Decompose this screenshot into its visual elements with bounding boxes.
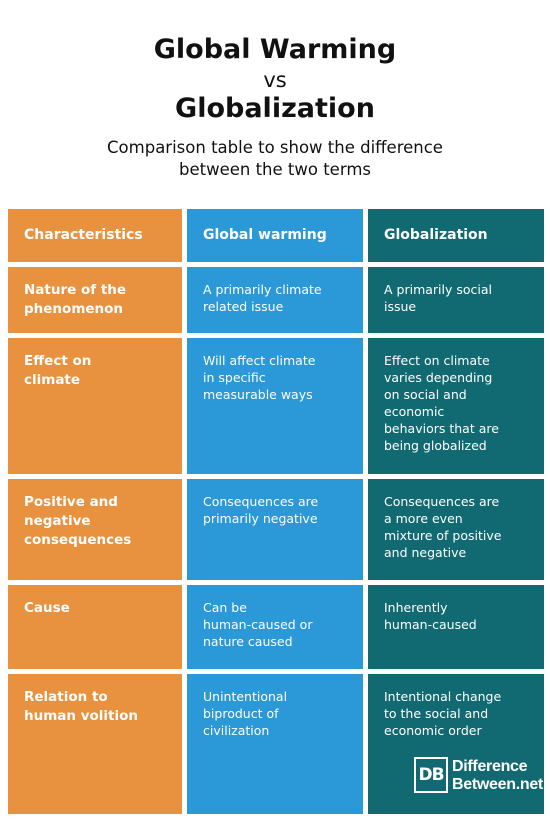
text-line: human-caused <box>384 617 477 632</box>
text-line: Intentional change <box>384 689 502 704</box>
cell-global-warming-nature: A primarily climate related issue <box>187 267 363 333</box>
text-line: nature caused <box>203 634 293 649</box>
text-line: primarily negative <box>203 511 318 526</box>
cell-globalization-nature: A primarily social issue <box>368 267 544 333</box>
text-line: measurable ways <box>203 387 313 402</box>
text-line: economic <box>384 404 445 419</box>
subtitle: Comparison table to show the difference … <box>0 137 550 181</box>
row-label-cause: Cause <box>8 585 182 669</box>
cell-global-warming-consequences: Consequences are primarily negative <box>187 479 363 580</box>
text-line: Unintentional <box>203 689 288 704</box>
text-line: phenomenon <box>24 301 124 317</box>
text-line: Consequences are <box>384 494 500 509</box>
text-line: human volition <box>24 708 139 724</box>
text-line: Nature of the <box>24 282 127 298</box>
text-line: human-caused or <box>203 617 313 632</box>
text-line: issue <box>384 299 417 314</box>
text-line: biproduct of <box>203 706 279 721</box>
text-line: related issue <box>203 299 284 314</box>
text-line: on social and <box>384 387 467 402</box>
text-line: Cause <box>24 600 70 616</box>
header-global-warming: Global warming <box>187 209 363 262</box>
text-line: A primarily climate <box>203 282 322 297</box>
subtitle-line-1: Comparison table to show the difference <box>107 138 443 157</box>
text-line: varies depending <box>384 370 493 385</box>
text-line: being globalized <box>384 438 487 453</box>
row-label-nature: Nature of the phenomenon <box>8 267 182 333</box>
row-label-relation-to-volition: Relation to human volition <box>8 674 182 814</box>
text-line: behaviors that are <box>384 421 499 436</box>
text-line: Positive and <box>24 494 118 510</box>
text-line: Consequences are <box>203 494 319 509</box>
text-line: negative <box>24 513 91 529</box>
cell-global-warming-effect: Will affect climate in specific measurab… <box>187 338 363 474</box>
title-line-2: Globalization <box>175 93 375 124</box>
text-line: economic order <box>384 723 482 738</box>
title-line-1: Global Warming <box>153 34 397 65</box>
text-line: and negative <box>384 545 467 560</box>
text-line: A primarily social <box>384 282 493 297</box>
text-line: Inherently <box>384 600 448 615</box>
text-line: Can be <box>203 600 247 615</box>
row-label-effect-on-climate: Effect on climate <box>8 338 182 474</box>
text-line: consequences <box>24 532 132 548</box>
text-line: mixture of positive <box>384 528 502 543</box>
cell-global-warming-volition: Unintentional biproduct of civilization <box>187 674 363 814</box>
subtitle-line-2: between the two terms <box>178 160 371 179</box>
text-line: to the social and <box>384 706 489 721</box>
text-line: civilization <box>203 723 270 738</box>
cell-globalization-volition: Intentional change to the social and eco… <box>368 674 544 814</box>
db-logo-icon: DB <box>414 757 448 793</box>
text-line: a more even <box>384 511 463 526</box>
vs-label: vs <box>263 68 287 92</box>
cell-global-warming-cause: Can be human-caused or nature caused <box>187 585 363 669</box>
header-globalization: Globalization <box>368 209 544 262</box>
logo-text-line-1: Difference <box>452 758 528 775</box>
text-line: Effect on <box>24 353 92 369</box>
cell-globalization-consequences: Consequences are a more even mixture of … <box>368 479 544 580</box>
difference-between-logo: DB Difference Between.net <box>414 757 543 797</box>
cell-globalization-cause: Inherently human-caused <box>368 585 544 669</box>
header-characteristics: Characteristics <box>8 209 182 262</box>
cell-globalization-effect: Effect on climate varies depending on so… <box>368 338 544 474</box>
text-line: climate <box>24 372 81 388</box>
text-line: Effect on climate <box>384 353 490 368</box>
text-line: Will affect climate <box>203 353 316 368</box>
text-line: in specific <box>203 370 266 385</box>
row-label-consequences: Positive and negative consequences <box>8 479 182 580</box>
logo-text-line-2: Between.net <box>452 776 543 793</box>
text-line: Relation to <box>24 689 108 705</box>
